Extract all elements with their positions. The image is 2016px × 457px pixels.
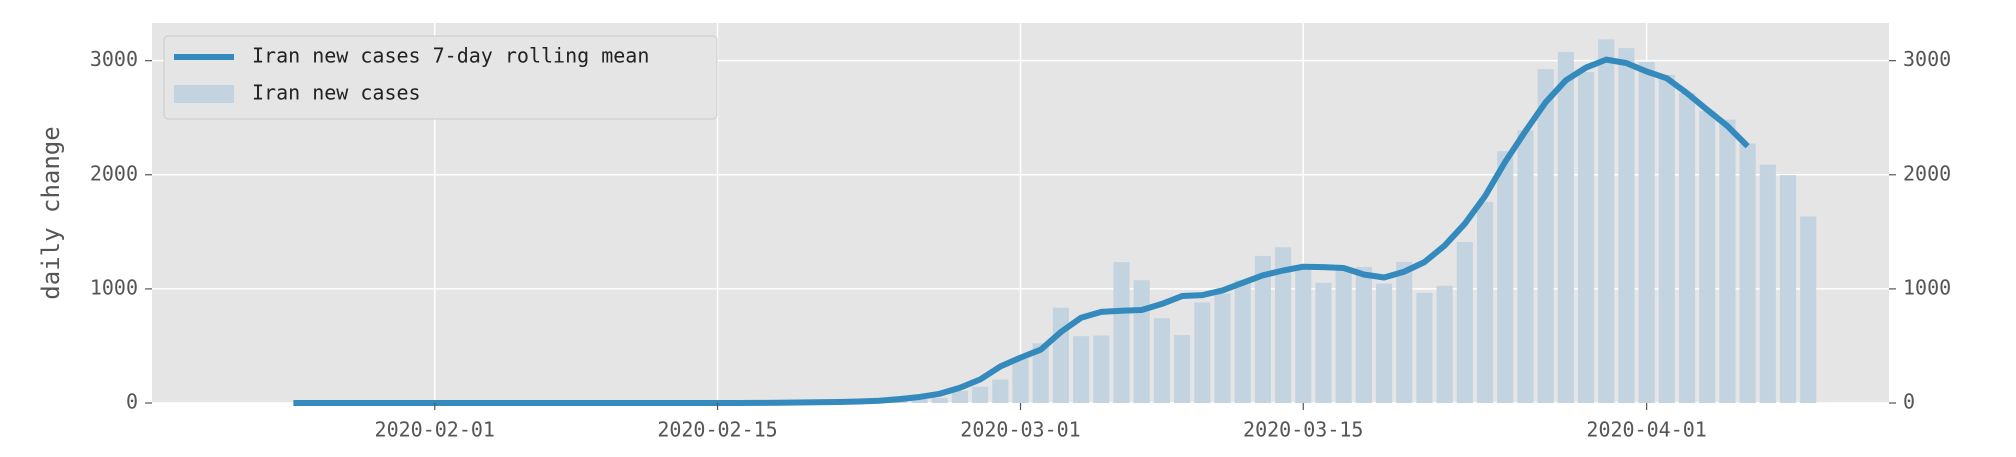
bar [1476, 201, 1494, 403]
bar [1113, 262, 1130, 403]
marks [293, 39, 1817, 406]
bar [1274, 247, 1292, 403]
y-tick-label: 0 [126, 390, 138, 414]
bar [1800, 216, 1817, 403]
legend-box [163, 35, 718, 120]
bar [911, 399, 928, 403]
bar [1093, 335, 1110, 403]
y-axis-label: daily change [37, 126, 65, 299]
bar [1517, 130, 1534, 403]
bar [1254, 255, 1271, 403]
bar [1295, 265, 1312, 403]
bar [992, 379, 1009, 403]
bar [1658, 74, 1675, 403]
bar [1739, 143, 1756, 403]
bar [1779, 175, 1797, 403]
y-tick-label: 1000 [90, 275, 138, 299]
bar [1618, 48, 1635, 404]
bar [1456, 241, 1473, 403]
bar [1214, 293, 1231, 403]
y2-tick-label: 0 [1903, 390, 1915, 414]
bar [1133, 280, 1150, 403]
bar [1032, 343, 1049, 403]
legend-label: Iran new cases 7-day rolling mean [252, 44, 649, 68]
bar [1375, 283, 1393, 403]
x-tick-label: 2020-02-01 [375, 418, 495, 442]
bar [1052, 307, 1069, 403]
legend-label: Iran new cases [252, 81, 421, 105]
bar [951, 390, 968, 403]
legend-swatch [174, 85, 234, 103]
bar [1557, 51, 1574, 403]
x-tick-label: 2020-03-15 [1243, 418, 1363, 442]
bar [1174, 335, 1191, 403]
bar [1335, 268, 1352, 403]
y-tick-label: 3000 [90, 47, 138, 71]
y2-tick-label: 2000 [1903, 161, 1951, 185]
x-tick-label: 2020-03-01 [960, 418, 1080, 442]
bar [1234, 280, 1251, 403]
bar [1497, 151, 1514, 403]
bar [1759, 164, 1776, 403]
bar [1577, 71, 1595, 403]
bar [1073, 336, 1090, 403]
bar [1678, 93, 1696, 404]
legend: Iran new cases 7-day rolling mean Iran ne… [163, 35, 718, 120]
line [293, 56, 1750, 406]
bar [1194, 302, 1211, 403]
axes: 0 1000 2000 3000 0 1000 2000 3000 2020-02-01 2020… [90, 47, 1951, 441]
bar [1598, 39, 1615, 403]
x-tick-label: 2020-02-15 [657, 418, 777, 442]
y-tick-label: 2000 [90, 161, 138, 185]
bar [1396, 261, 1413, 403]
bar [1436, 285, 1453, 403]
bar [1537, 69, 1554, 403]
bar [1416, 292, 1433, 403]
bar [1719, 119, 1736, 403]
bar [1315, 282, 1332, 403]
bar [931, 397, 948, 403]
y2-tick-label: 3000 [1903, 47, 1951, 71]
bar [1153, 318, 1170, 403]
bar [1012, 359, 1029, 403]
bar [1638, 62, 1655, 403]
bar [972, 386, 989, 403]
bar [1699, 110, 1716, 404]
bar [1355, 266, 1372, 403]
x-tick-label: 2020-04-01 [1586, 418, 1706, 442]
y2-tick-label: 1000 [1903, 275, 1951, 299]
